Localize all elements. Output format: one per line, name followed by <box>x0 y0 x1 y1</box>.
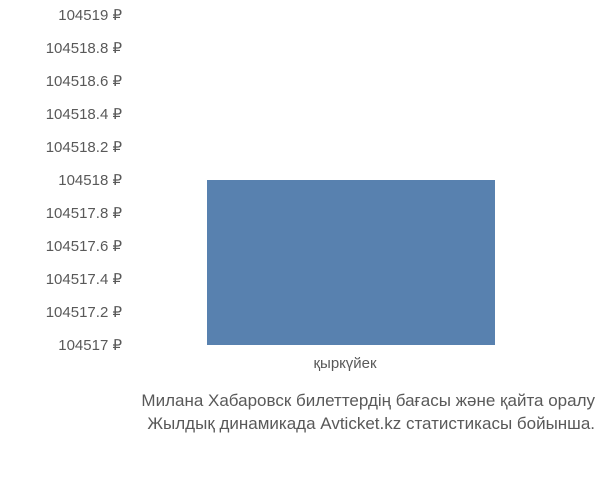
y-tick-label: 104517.6 ₽ <box>46 237 122 255</box>
plot-region <box>130 15 560 345</box>
y-tick-label: 104518.2 ₽ <box>46 138 122 156</box>
y-axis: 104519 ₽104518.8 ₽104518.6 ₽104518.4 ₽10… <box>0 15 130 345</box>
chart-area: 104519 ₽104518.8 ₽104518.6 ₽104518.4 ₽10… <box>0 15 560 345</box>
caption-line-2: Жылдық динамикада Avticket.kz статистика… <box>0 413 595 436</box>
y-tick-label: 104518.8 ₽ <box>46 39 122 57</box>
y-tick-label: 104518.4 ₽ <box>46 105 122 123</box>
y-tick-label: 104518.6 ₽ <box>46 72 122 90</box>
y-tick-label: 104519 ₽ <box>58 6 122 24</box>
y-tick-label: 104517.8 ₽ <box>46 204 122 222</box>
y-tick-label: 104517 ₽ <box>58 336 122 354</box>
bar <box>207 180 495 345</box>
caption: Милана Хабаровск билеттердің бағасы және… <box>0 390 600 436</box>
y-tick-label: 104518 ₽ <box>58 171 122 189</box>
caption-line-1: Милана Хабаровск билеттердің бағасы және… <box>0 390 595 413</box>
y-tick-label: 104517.4 ₽ <box>46 270 122 288</box>
y-tick-label: 104517.2 ₽ <box>46 303 122 321</box>
x-tick-label: қыркүйек <box>313 355 376 372</box>
